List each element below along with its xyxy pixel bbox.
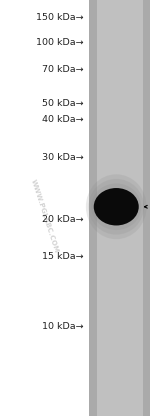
- Text: 100 kDa→: 100 kDa→: [36, 38, 84, 47]
- Text: 30 kDa→: 30 kDa→: [42, 153, 84, 162]
- Ellipse shape: [88, 179, 144, 235]
- Text: 150 kDa→: 150 kDa→: [36, 13, 84, 22]
- Text: 20 kDa→: 20 kDa→: [42, 215, 84, 224]
- Text: 40 kDa→: 40 kDa→: [42, 115, 84, 124]
- Bar: [89, 0, 150, 416]
- Text: WWW.PGLABC.COM: WWW.PGLABC.COM: [30, 179, 60, 254]
- Text: 15 kDa→: 15 kDa→: [42, 252, 84, 261]
- Bar: [97, 0, 143, 416]
- Ellipse shape: [91, 183, 141, 230]
- Ellipse shape: [94, 188, 139, 225]
- Text: 70 kDa→: 70 kDa→: [42, 65, 84, 74]
- Text: 50 kDa→: 50 kDa→: [42, 99, 84, 108]
- Ellipse shape: [86, 174, 147, 239]
- Text: 10 kDa→: 10 kDa→: [42, 322, 84, 331]
